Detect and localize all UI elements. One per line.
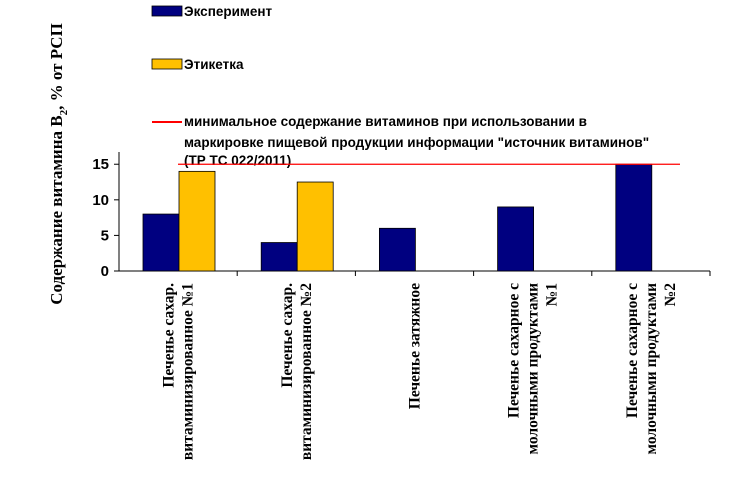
y-axis-label: Содержание витамина B2, % от РСП [47,23,70,305]
x-category-label: Печенье сахарное с молочными продуктами №2 [624,283,679,455]
y-tick-label: 5 [101,227,109,244]
x-category-label-line: №1 [544,283,561,306]
legend-label-reference-line1: минимальное содержание витаминов при исп… [184,114,587,129]
x-category-label: Печенье сахар. витаминизированное №2 [279,283,315,460]
x-category-label-line: №2 [662,283,679,307]
bar-experiment [260,242,298,272]
legend-label-reference-line2: маркировке пищевой продукции информации … [184,135,649,150]
legend-swatch-experiment [151,5,183,17]
legend-label-experiment: Эксперимент [184,4,273,19]
y-tick-label: 0 [101,263,109,280]
bar-label [178,170,216,272]
x-category-label-line: Печенье сахарное с [624,283,641,418]
x-category-label-line: Печенье сахар. [279,283,296,388]
x-category-label-line: витаминизированное №2 [298,283,315,460]
x-category-label: Печенье затяжное [407,283,424,409]
x-category-label-line: Печенье сахарное с [506,283,523,418]
y-tick-label: 10 [92,192,109,209]
legend-label-reference-line3: (ТР ТС 022/2011) [184,153,291,168]
x-category-label-line: Печенье затяжное [407,283,424,409]
x-category-label-line: витаминизированное №1 [180,283,197,460]
legend-swatch-label [151,58,183,70]
x-category-label: Печенье сахарное с молочными продуктами №1 [506,283,561,455]
y-axis-label-subscript: 2 [58,109,70,115]
bar-experiment [378,227,416,272]
x-category-label: Печенье сахар. витаминизированное №1 [161,283,197,460]
bar-experiment [615,163,653,272]
x-category-label-line: молочными продуктами [643,283,660,455]
y-axis-label-suffix: , % от РСП [47,23,66,110]
x-category-label-line: молочными продуктами [525,283,542,455]
x-category-label-line: Печенье сахар. [161,283,178,388]
y-axis-label-prefix: Содержание витамина B [47,115,66,304]
y-tick-label: 15 [92,156,109,173]
bar-experiment [142,213,180,272]
bar-label [296,181,334,272]
legend-label-label: Этикетка [184,57,244,72]
legend: Эксперимент Этикетка минимальное содержа… [151,4,649,168]
bar-experiment [497,206,535,272]
